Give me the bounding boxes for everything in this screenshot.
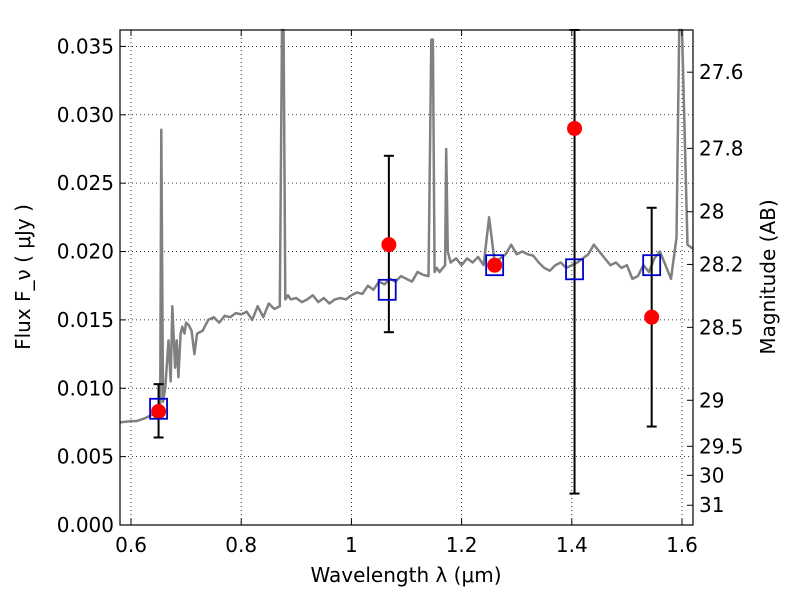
plot-frame (119, 29, 694, 526)
spectrum-layer (119, 28, 694, 424)
magnitude-tick-label: 30 (699, 463, 724, 487)
observed-flux-point (644, 309, 660, 325)
x-axis-label: Wavelength λ (μm) (310, 563, 501, 587)
x-tick-label: 0.6 (115, 533, 147, 557)
magnitude-tick-label: 29 (699, 388, 724, 412)
model-flux-point (565, 258, 584, 281)
y-tick-label: 0.035 (57, 34, 114, 58)
y-tick-label: 0.025 (57, 171, 114, 195)
grid-lines (120, 30, 693, 525)
y-tick-label: 0.020 (57, 240, 114, 264)
magnitude-tick-label: 27.6 (699, 60, 744, 84)
observed-flux-point (487, 257, 503, 273)
magnitude-tick-label: 29.5 (699, 434, 744, 458)
x-tick-label: 1 (345, 533, 358, 557)
magnitude-tick-label: 31 (699, 493, 724, 517)
model-flux-point (377, 278, 397, 301)
observed-flux-point (151, 404, 167, 420)
y-axis-label: Flux F_ν ( μJy ) (11, 204, 35, 350)
y-tick-label: 0.030 (57, 103, 114, 127)
x-axis-ticks: 0.6 0.8 1 1.2 1.4 1.6 (115, 30, 698, 557)
errorbar-layer (153, 29, 657, 495)
magnitude-tick-label: 27.8 (699, 136, 744, 160)
y-tick-label: 0.000 (57, 513, 114, 537)
y-tick-label: 0.010 (57, 376, 114, 400)
model-spectrum-line (119, 28, 694, 424)
model-points-layer (149, 254, 662, 420)
y-tick-label: 0.005 (57, 445, 114, 469)
model-flux-point (642, 254, 662, 277)
y-tick-label: 0.015 (57, 308, 114, 332)
magnitude-axis-ticks: 27.6 27.8 28 28.2 28.5 29 29.5 30 31 (687, 60, 744, 517)
observed-flux-point (381, 237, 397, 253)
x-tick-label: 1.4 (556, 533, 588, 557)
magnitude-tick-label: 28.5 (699, 315, 744, 339)
model-flux-point (485, 254, 505, 277)
magnitude-axis-label: Magnitude (AB) (756, 199, 780, 354)
y-axis-ticks: 0.000 0.005 0.010 0.015 0.020 0.025 0.030 0.035 (57, 34, 126, 537)
x-tick-label: 0.8 (225, 533, 257, 557)
observed-points-layer (151, 120, 660, 420)
observed-flux-point (567, 120, 583, 136)
x-tick-label: 1.2 (446, 533, 478, 557)
magnitude-tick-label: 28 (699, 200, 724, 224)
x-tick-label: 1.6 (666, 533, 698, 557)
magnitude-tick-label: 28.2 (699, 252, 744, 276)
model-flux-point (149, 397, 168, 420)
